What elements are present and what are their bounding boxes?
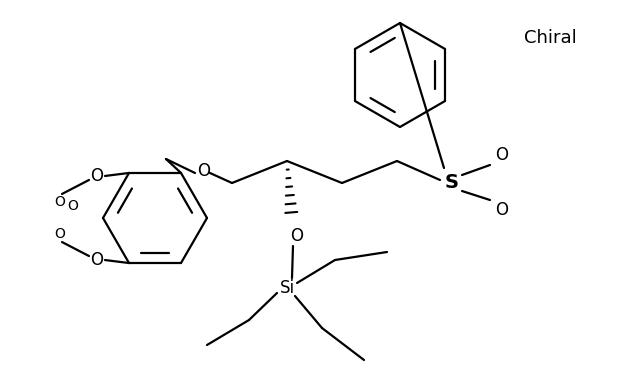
Text: O: O xyxy=(495,201,509,219)
Text: S: S xyxy=(445,174,459,192)
Text: O: O xyxy=(198,162,211,180)
Text: O: O xyxy=(291,227,303,245)
Text: O: O xyxy=(90,167,104,185)
Text: O: O xyxy=(54,195,65,209)
Text: O: O xyxy=(495,146,509,164)
Text: O: O xyxy=(90,251,104,269)
Text: O: O xyxy=(67,199,78,213)
Text: O: O xyxy=(54,227,65,241)
Text: Chiral: Chiral xyxy=(524,29,577,47)
Text: Si: Si xyxy=(280,279,294,297)
